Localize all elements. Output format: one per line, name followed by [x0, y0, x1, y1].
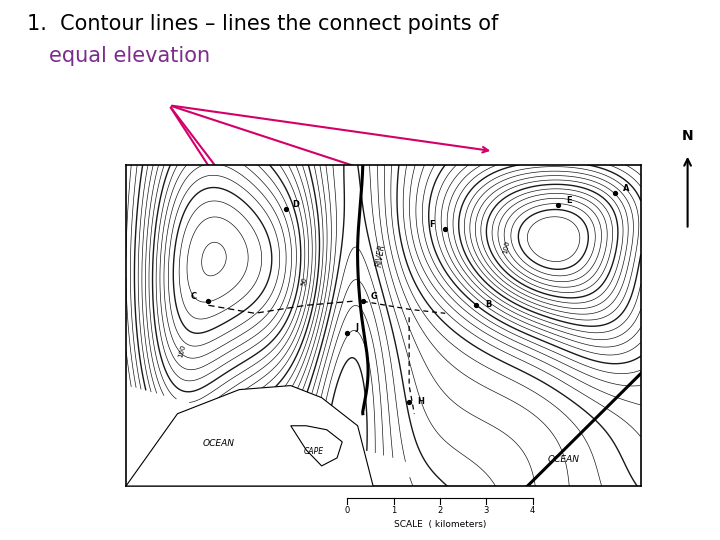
- Text: 100: 100: [502, 240, 510, 254]
- Text: 1.  Contour lines – lines the connect points of: 1. Contour lines – lines the connect poi…: [27, 14, 499, 33]
- Text: D: D: [292, 200, 299, 209]
- Text: SCALE  ( kilometers): SCALE ( kilometers): [394, 520, 486, 529]
- Text: RIVER: RIVER: [375, 243, 387, 267]
- Text: 50: 50: [301, 276, 308, 286]
- Text: 1: 1: [391, 506, 396, 515]
- Text: 2: 2: [438, 506, 443, 515]
- Text: E: E: [566, 196, 572, 205]
- Text: F: F: [430, 220, 436, 229]
- Text: 3: 3: [484, 506, 489, 515]
- Polygon shape: [126, 386, 373, 486]
- Text: 100: 100: [177, 344, 186, 359]
- Text: J: J: [355, 323, 358, 332]
- Text: G: G: [371, 292, 377, 301]
- Text: OCEAN: OCEAN: [202, 439, 235, 448]
- Text: A: A: [623, 184, 629, 193]
- Text: H: H: [417, 397, 424, 406]
- Text: OCEAN: OCEAN: [548, 455, 580, 464]
- Text: CAPE: CAPE: [304, 447, 324, 456]
- Polygon shape: [291, 426, 342, 466]
- Text: 4: 4: [530, 506, 535, 515]
- Text: 0: 0: [345, 506, 350, 515]
- Text: B: B: [485, 300, 492, 309]
- Text: equal elevation: equal elevation: [49, 46, 210, 66]
- Text: C: C: [190, 292, 197, 301]
- Text: N: N: [682, 129, 693, 143]
